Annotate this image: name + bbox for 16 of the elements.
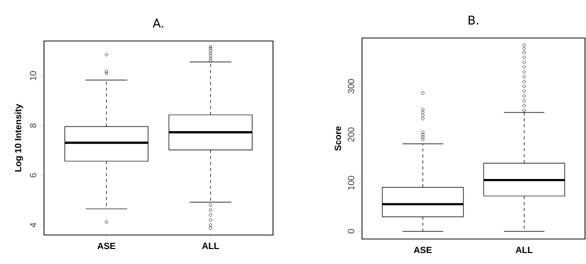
chart-title: A. — [152, 18, 164, 28]
y-tick-label: 200 — [348, 128, 354, 142]
chart-title: B. — [468, 16, 478, 24]
y-tick-label: 100 — [348, 176, 354, 190]
x-tick-label: ASE — [97, 242, 116, 250]
y-tick-label: 10 — [30, 71, 36, 80]
y-tick-label: 300 — [348, 79, 354, 94]
y-axis-title: Log 10 Intensity — [14, 104, 24, 172]
y-tick-label: 6 — [30, 173, 36, 178]
y-tick-label: 4 — [30, 222, 36, 228]
y-axis-title: Score — [334, 126, 342, 151]
x-tick-label: ALL — [516, 246, 533, 253]
x-tick-label: ASE — [414, 246, 432, 254]
y-tick-label: 0 — [348, 229, 354, 234]
y-tick-label: 8 — [30, 123, 36, 128]
x-tick-label: ALL — [202, 242, 219, 249]
